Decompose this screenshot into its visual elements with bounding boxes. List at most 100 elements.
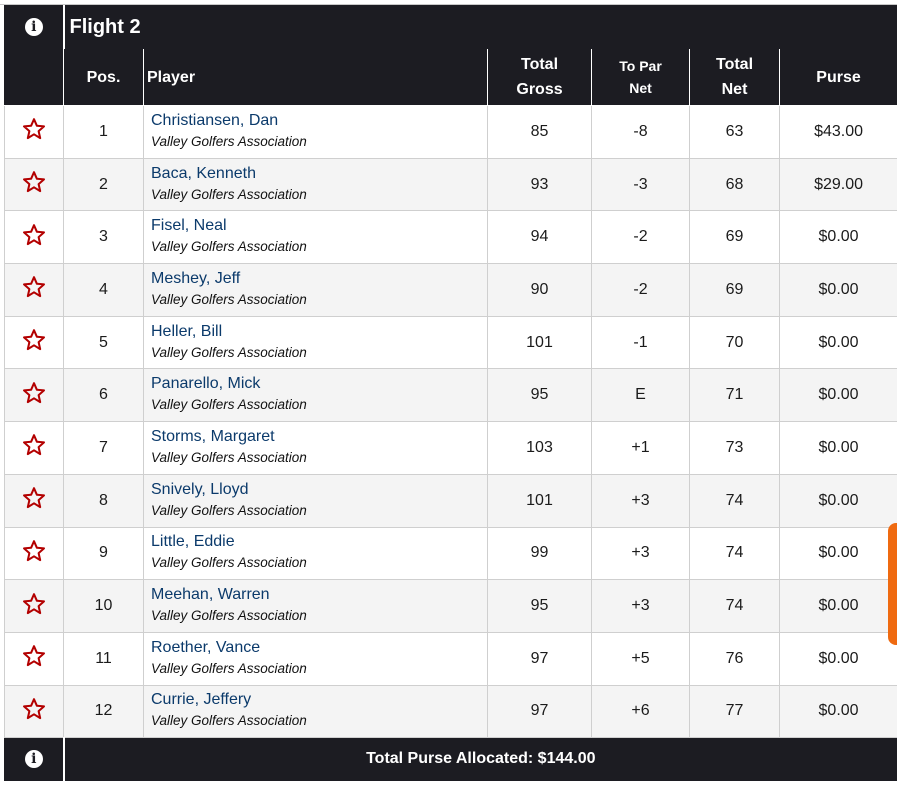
- total-net-column-header[interactable]: Total Net: [689, 48, 780, 106]
- table-row: 6 Panarello, Mick Valley Golfers Associati…: [4, 368, 897, 423]
- player-name-link[interactable]: Roether, Vance: [151, 638, 261, 656]
- player-name-link[interactable]: Currie, Jeffery: [151, 691, 252, 709]
- player-name-link[interactable]: Heller, Bill: [151, 322, 223, 340]
- favorite-cell[interactable]: [4, 105, 64, 159]
- favorite-cell[interactable]: [4, 684, 64, 739]
- column-header-row: Pos. Player Total Gross To Par Net Total…: [4, 48, 897, 106]
- info-icon[interactable]: i: [24, 18, 43, 36]
- total-gross-cell: 99: [487, 526, 592, 581]
- position-cell: 8: [63, 473, 144, 528]
- player-name-link[interactable]: Storms, Margaret: [151, 427, 275, 445]
- to-par-header-line1: To Par: [619, 58, 662, 74]
- favorite-cell[interactable]: [4, 315, 64, 370]
- favorite-cell[interactable]: [4, 631, 64, 686]
- position-cell: 3: [63, 210, 144, 265]
- to-par-net-cell: -2: [591, 210, 690, 265]
- position-cell: 7: [63, 421, 144, 475]
- total-net-cell: 74: [689, 473, 780, 528]
- player-name-link[interactable]: Little, Eddie: [151, 533, 235, 551]
- player-cell: Meshey, Jeff Valley Golfers Association: [143, 263, 488, 317]
- player-team: Valley Golfers Association: [151, 186, 307, 202]
- player-team: Valley Golfers Association: [151, 239, 307, 255]
- total-gross-cell: 95: [487, 368, 592, 423]
- star-outline-icon[interactable]: [22, 539, 46, 563]
- table-row: 8 Snively, Lloyd Valley Golfers Associatio…: [4, 473, 897, 528]
- player-column-header[interactable]: Player: [143, 48, 488, 106]
- total-net-cell: 68: [689, 157, 780, 212]
- total-net-header-line2: Net: [721, 81, 748, 98]
- favorite-cell[interactable]: [4, 526, 64, 581]
- player-team: Valley Golfers Association: [151, 713, 307, 729]
- star-outline-icon[interactable]: [22, 697, 46, 721]
- player-name-link[interactable]: Snively, Lloyd: [151, 480, 249, 498]
- footer-info-cell[interactable]: i: [4, 737, 65, 782]
- table-row: 9 Little, Eddie Valley Golfers Association…: [4, 526, 897, 581]
- player-name-link[interactable]: Baca, Kenneth: [151, 164, 256, 182]
- to-par-net-column-header[interactable]: To Par Net: [591, 48, 690, 106]
- favorite-cell[interactable]: [4, 579, 64, 633]
- player-team: Valley Golfers Association: [151, 291, 307, 307]
- purse-cell: $0.00: [778, 315, 897, 370]
- purse-column-header[interactable]: Purse: [778, 48, 897, 106]
- position-cell: 2: [63, 157, 144, 212]
- favorite-cell[interactable]: [4, 421, 64, 475]
- to-par-net-cell: -8: [591, 105, 690, 159]
- total-gross-cell: 90: [487, 263, 592, 317]
- star-outline-icon[interactable]: [22, 433, 46, 457]
- player-name-link[interactable]: Meehan, Warren: [151, 586, 270, 604]
- player-team: Valley Golfers Association: [151, 555, 307, 571]
- total-gross-header-line2: Gross: [516, 81, 563, 98]
- purse-cell: $0.00: [778, 421, 897, 475]
- star-outline-icon[interactable]: [22, 275, 46, 299]
- total-net-cell: 63: [689, 105, 780, 159]
- favorite-cell[interactable]: [4, 263, 64, 317]
- table-row: 5 Heller, Bill Valley Golfers Association 1…: [4, 315, 897, 370]
- star-outline-icon[interactable]: [22, 223, 46, 247]
- position-cell: 11: [63, 631, 144, 686]
- position-cell: 5: [63, 315, 144, 370]
- flight-title-row: i Flight 2: [4, 5, 897, 49]
- player-cell: Currie, Jeffery Valley Golfers Associatio…: [143, 684, 488, 739]
- purse-cell: $0.00: [778, 579, 897, 633]
- star-outline-icon[interactable]: [22, 592, 46, 616]
- to-par-header-line2: Net: [629, 80, 652, 96]
- player-cell: Snively, Lloyd Valley Golfers Association: [143, 473, 488, 528]
- to-par-net-cell: +3: [591, 526, 690, 581]
- to-par-net-cell: -2: [591, 263, 690, 317]
- position-cell: 12: [63, 684, 144, 739]
- purse-cell: $29.00: [778, 157, 897, 212]
- star-outline-icon[interactable]: [22, 486, 46, 510]
- total-gross-cell: 101: [487, 473, 592, 528]
- position-cell: 9: [63, 526, 144, 581]
- pos-column-header[interactable]: Pos.: [63, 48, 144, 106]
- star-outline-icon[interactable]: [22, 117, 46, 141]
- leaderboard-table: i Flight 2 Pos. Player Total Gross To Pa…: [4, 5, 897, 782]
- favorite-cell[interactable]: [4, 210, 64, 265]
- player-name-link[interactable]: Fisel, Neal: [151, 217, 227, 235]
- star-outline-icon[interactable]: [22, 328, 46, 352]
- player-name-link[interactable]: Christiansen, Dan: [151, 111, 279, 129]
- favorite-cell[interactable]: [4, 473, 64, 528]
- total-net-cell: 76: [689, 631, 780, 686]
- total-gross-cell: 97: [487, 684, 592, 739]
- player-cell: Roether, Vance Valley Golfers Association: [143, 631, 488, 686]
- total-gross-cell: 95: [487, 579, 592, 633]
- player-name-link[interactable]: Meshey, Jeff: [151, 269, 241, 287]
- player-name-link[interactable]: Panarello, Mick: [151, 375, 261, 393]
- star-outline-icon[interactable]: [22, 644, 46, 668]
- purse-cell: $0.00: [778, 631, 897, 686]
- feedback-side-tab[interactable]: [888, 523, 897, 645]
- info-icon[interactable]: i: [24, 750, 43, 769]
- flight-info-cell[interactable]: i: [4, 5, 65, 49]
- table-row: 7 Storms, Margaret Valley Golfers Associat…: [4, 421, 897, 475]
- star-outline-icon[interactable]: [22, 381, 46, 405]
- favorite-cell[interactable]: [4, 368, 64, 423]
- to-par-net-cell: E: [591, 368, 690, 423]
- position-cell: 1: [63, 105, 144, 159]
- total-net-cell: 74: [689, 526, 780, 581]
- star-outline-icon[interactable]: [22, 170, 46, 194]
- table-row: 11 Roether, Vance Valley Golfers Associati…: [4, 631, 897, 686]
- favorite-cell[interactable]: [4, 157, 64, 212]
- total-gross-column-header[interactable]: Total Gross: [487, 48, 592, 106]
- player-cell: Little, Eddie Valley Golfers Association: [143, 526, 488, 581]
